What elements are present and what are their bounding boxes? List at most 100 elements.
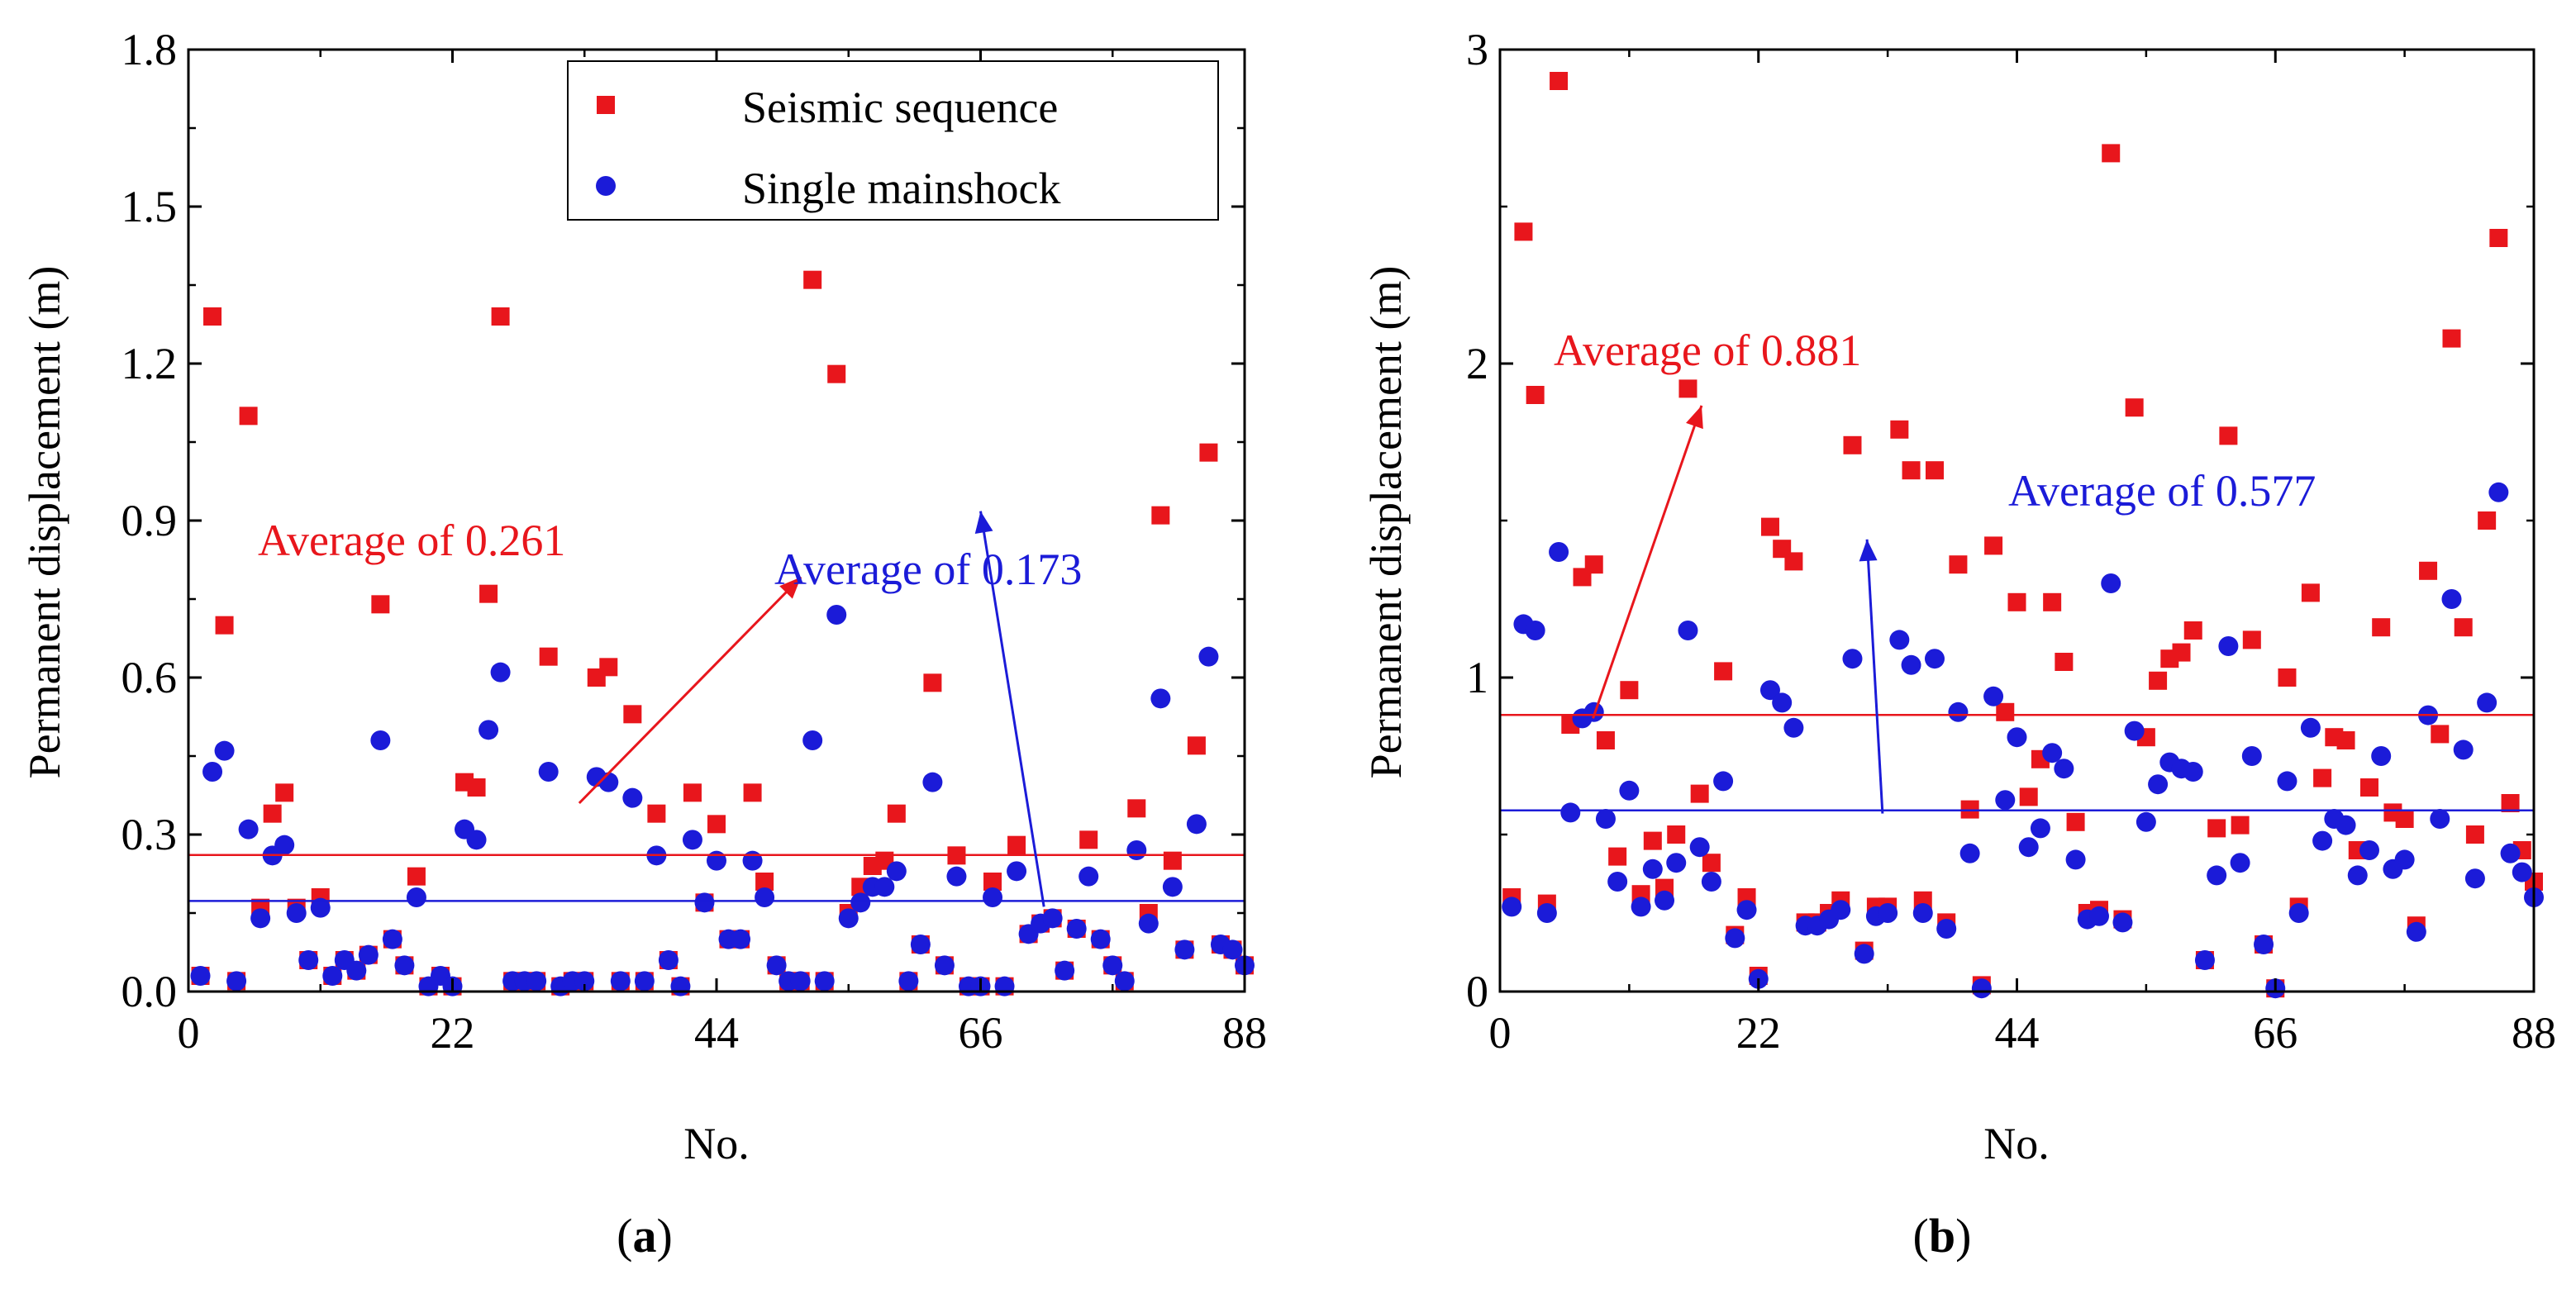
mainshock-point bbox=[1090, 929, 1111, 949]
mainshock-point bbox=[766, 955, 787, 976]
panel-b-letter: b bbox=[1929, 1209, 1955, 1263]
sequence-point bbox=[2442, 329, 2461, 348]
mainshock-point bbox=[1936, 919, 1957, 939]
sequence-point bbox=[491, 307, 510, 326]
mainshock-point bbox=[2277, 771, 2297, 792]
x-tick-label: 66 bbox=[959, 1008, 1003, 1058]
sequence-point bbox=[827, 364, 846, 383]
mainshock-point bbox=[2218, 636, 2239, 656]
mainshock-point bbox=[2194, 950, 2215, 970]
sequence-point bbox=[2336, 731, 2355, 749]
sequence-point bbox=[1007, 835, 1026, 854]
annotation-arrow-line bbox=[578, 576, 802, 805]
sequence-point bbox=[539, 647, 558, 666]
mainshock-point bbox=[1174, 939, 1195, 960]
y-tick-label: 1.2 bbox=[121, 339, 178, 388]
sequence-point bbox=[1608, 847, 1627, 866]
mainshock-point bbox=[2312, 830, 2333, 851]
mainshock-point bbox=[898, 971, 919, 992]
sequence-point bbox=[1890, 420, 1909, 439]
mainshock-point bbox=[2065, 849, 2086, 870]
mainshock-point bbox=[1831, 900, 1851, 920]
panel-b-x-axis-label: No. bbox=[1983, 1119, 2050, 1168]
mainshock-point bbox=[2112, 912, 2133, 933]
panel-b-annotation-arrows bbox=[1592, 405, 1884, 814]
panel-b: 0 22 44 66 88 0 1 2 3 Average of 0.881 Average o… bbox=[1361, 25, 2556, 1263]
sequence-point bbox=[2395, 810, 2414, 828]
mainshock-point bbox=[1536, 903, 1557, 923]
mainshock-point bbox=[1066, 919, 1087, 939]
mainshock-point bbox=[1901, 654, 1921, 675]
mainshock-point bbox=[490, 662, 511, 683]
mainshock-point bbox=[2136, 811, 2156, 832]
sequence-point bbox=[2231, 816, 2250, 835]
panel-b-ticks: 0 22 44 66 88 0 1 2 3 bbox=[1466, 25, 2556, 1058]
mainshock-point bbox=[1759, 680, 1780, 701]
mainshock-point bbox=[790, 971, 811, 992]
annotation-arrow-line bbox=[979, 511, 1045, 907]
mainshock-point bbox=[1162, 877, 1183, 897]
mainshock-point bbox=[2336, 815, 2356, 835]
mainshock-point bbox=[1055, 960, 1075, 981]
sequence-point bbox=[2055, 653, 2074, 671]
mainshock-point bbox=[1595, 809, 1616, 829]
mainshock-point bbox=[838, 908, 859, 929]
sequence-point bbox=[2419, 561, 2438, 580]
mainshock-point bbox=[2406, 921, 2426, 942]
sequence-point bbox=[203, 307, 222, 326]
sequence-point bbox=[2489, 229, 2508, 247]
sequence-point bbox=[2183, 621, 2202, 640]
sequence-point bbox=[1620, 681, 1639, 700]
mainshock-point bbox=[731, 929, 751, 949]
sequence-point bbox=[2372, 618, 2391, 637]
annotation-arrow-head bbox=[974, 511, 993, 535]
sequence-point bbox=[1984, 536, 2003, 555]
mainshock-point bbox=[538, 762, 559, 782]
mainshock-point bbox=[2453, 740, 2474, 760]
mainshock-point bbox=[2042, 743, 2063, 763]
sequence-point bbox=[275, 783, 294, 802]
mainshock-point bbox=[2359, 840, 2379, 860]
sequence-point bbox=[1925, 461, 1944, 480]
sequence-point bbox=[467, 778, 486, 797]
sequence-point bbox=[2066, 812, 2085, 831]
mainshock-point bbox=[1725, 928, 1745, 949]
mainshock-point bbox=[670, 976, 691, 996]
sequence-point bbox=[1596, 731, 1615, 749]
mainshock-point bbox=[1619, 780, 1640, 801]
sequence-point bbox=[2043, 592, 2062, 611]
mainshock-point bbox=[574, 971, 595, 992]
x-tick-label: 88 bbox=[1222, 1008, 1267, 1058]
mainshock-point bbox=[2371, 746, 2392, 766]
panel-a-legend: Seismic sequence Single mainshock bbox=[567, 60, 1219, 221]
legend-box bbox=[567, 60, 1219, 221]
sequence-point bbox=[239, 407, 258, 426]
panel-b-label: (b) bbox=[1913, 1209, 1972, 1263]
mainshock-point bbox=[850, 892, 871, 913]
sequence-point bbox=[1550, 72, 1569, 90]
panel-b-annotation-sequence-average: Average of 0.881 bbox=[1554, 326, 1861, 375]
mainshock-point bbox=[310, 897, 331, 918]
sequence-point bbox=[1584, 555, 1603, 574]
mainshock-point bbox=[2300, 717, 2321, 738]
mainshock-point bbox=[479, 720, 499, 740]
sequence-point bbox=[743, 783, 762, 802]
sequence-point bbox=[1667, 825, 1686, 844]
y-tick-label: 0.9 bbox=[121, 496, 178, 545]
sequence-point bbox=[2242, 630, 2261, 649]
mainshock-point bbox=[2288, 903, 2309, 923]
sequence-point bbox=[1514, 222, 1533, 241]
sequence-point bbox=[1127, 799, 1146, 818]
mainshock-point bbox=[406, 887, 426, 907]
mainshock-point bbox=[946, 866, 967, 887]
mainshock-point bbox=[526, 971, 547, 992]
mainshock-point bbox=[250, 908, 271, 929]
mainshock-point bbox=[1126, 840, 1147, 860]
mainshock-point bbox=[1842, 649, 1863, 669]
sequence-point bbox=[2019, 787, 2038, 806]
sequence-point bbox=[683, 783, 702, 802]
mainshock-point bbox=[2441, 589, 2462, 609]
mainshock-point bbox=[346, 960, 367, 981]
sequence-point bbox=[647, 804, 666, 823]
annotation-arrow-head bbox=[1686, 405, 1703, 430]
